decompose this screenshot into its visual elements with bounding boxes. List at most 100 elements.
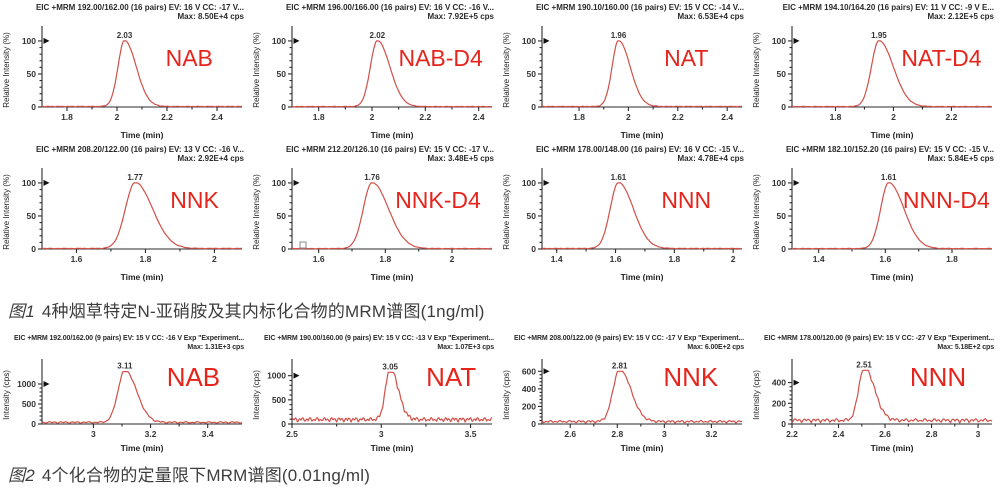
y-tick-label: 100 (272, 178, 286, 188)
peak-rt-label: 2.03 (117, 31, 133, 40)
loq-chart-nnn: 0 200 400 2.2 2.4 2.6 2.8 3 Time (min) Intensity … (752, 359, 993, 453)
x-tick-label: 1.8 (313, 112, 325, 122)
peak-curve (791, 182, 993, 250)
y-tick-label: 100 (772, 36, 786, 46)
x-axis-title: Time (min) (621, 443, 664, 453)
panel-header: EIC +MRM 178.00/148.00 (16 pairs) EV: 16… (500, 142, 750, 163)
axis-arrow-marker (543, 179, 550, 186)
mrm-transition-header: EIC +MRM 192.00/162.00 (16 pairs) EV: 16… (35, 3, 244, 12)
y-tick-label: 0 (781, 244, 786, 254)
y-tick-label: 200 (772, 398, 786, 408)
panel-header: EIC +MRM 194.10/164.20 (16 pairs) EV: 11… (750, 0, 1000, 21)
x-tick-label: 1.8 (379, 254, 391, 264)
y-tick-label: 0 (281, 244, 286, 254)
y-tick-label: 100 (522, 178, 536, 188)
max-intensity-label: Max: 2.92E+4 cps (177, 154, 244, 163)
peak-rt-label: 1.96 (611, 31, 627, 40)
axis-arrow-marker (293, 37, 300, 44)
panel-header: EIC +MRM 190.00/160.00 (9 pairs) EV: 15 … (250, 331, 500, 352)
max-intensity-label: Max: 5.18E+2 cps (937, 344, 994, 351)
x-tick-label: 2.4 (211, 112, 223, 122)
x-tick-label: 2.4 (833, 429, 845, 439)
panel-header: EIC +MRM 178.00/120.00 (9 pairs) EV: 15 … (750, 331, 1000, 352)
mrm-transition-header: EIC +MRM 178.00/120.00 (9 pairs) EV: 15 … (764, 335, 994, 342)
peak-rt-label: 1.95 (871, 31, 887, 40)
x-tick-label: 1.8 (830, 112, 842, 122)
chromatogram-chart-nat-d4: 0 50 100 1.8 2 2.2 Time (min) Relative Intensit… (752, 26, 993, 140)
x-tick-label: 1.8 (61, 112, 73, 122)
y-tick-label: 100 (272, 36, 286, 46)
y-tick-label: 0 (31, 244, 36, 254)
max-intensity-label: Max: 8.50E+4 cps (177, 12, 244, 21)
x-tick-label: 2.8 (611, 429, 623, 439)
x-tick-label: 2.2 (161, 112, 173, 122)
compound-label: NNN-D4 (903, 187, 990, 213)
x-tick-label: 2 (212, 254, 217, 264)
y-tick-label: 0 (531, 102, 536, 112)
mrm-transition-header: EIC +MRM 182.10/152.20 (16 pairs) EV: 15… (785, 145, 994, 154)
panel-header: EIC +MRM 208.00/122.00 (9 pairs) EV: 15 … (500, 331, 750, 352)
chromatogram-chart-nat: 0 50 100 1.8 2 2.2 2.4 Time (min) Relative Inten… (502, 26, 743, 140)
peak-curve (291, 40, 493, 108)
panel-header: EIC +MRM 190.10/160.00 (16 pairs) EV: 15… (500, 0, 750, 21)
peak-rt-label: 2.51 (856, 360, 872, 369)
peak-curve (791, 369, 993, 424)
figure1-number: 图1 (8, 302, 35, 321)
x-tick-label: 1.8 (946, 254, 958, 264)
y-tick-label: 1000 (267, 371, 286, 381)
peak-rt-label: 2.81 (612, 361, 628, 370)
axis-arrow-marker (793, 379, 800, 386)
y-tick-label: 1000 (17, 379, 36, 389)
compound-label: NAB (166, 45, 213, 71)
loq-panel-nnk: EIC +MRM 208.00/122.00 (9 pairs) EV: 15 … (500, 331, 750, 453)
peak-rt-label: 2.02 (370, 31, 386, 40)
panel-header: EIC +MRM 192.00/162.00 (9 pairs) EV: 15 … (0, 331, 250, 352)
y-axis-title: Relative Intensity (%) (752, 32, 761, 108)
y-tick-label: 50 (277, 69, 287, 79)
y-tick-label: 100 (22, 178, 36, 188)
x-tick-label: 2 (891, 112, 896, 122)
peak-curve (41, 182, 243, 250)
peak-curve (541, 182, 743, 250)
x-tick-label: 2.8 (926, 429, 938, 439)
y-axis-title: Relative Intensity (%) (2, 32, 11, 108)
chromatogram-panel-nnk: EIC +MRM 208.20/122.00 (16 pairs) EV: 13… (0, 142, 250, 284)
compound-label: NAT-D4 (901, 45, 981, 71)
chromatogram-panel-nab-d4: EIC +MRM 196.00/166.00 (16 pairs) EV: 16… (250, 0, 500, 142)
x-axis-title: Time (min) (121, 130, 164, 140)
figure2-caption: 图2 4个化合物的定量限下MRM谱图(0.01ng/ml) (0, 453, 1000, 490)
compound-label: NNK (663, 362, 719, 392)
mrm-transition-header: EIC +MRM 212.20/126.10 (16 pairs) EV: 15… (285, 145, 494, 154)
figure1-caption: 图1 4种烟草特定N-亚硝胺及其内标化合物的MRM谱图(1ng/ml) (0, 284, 1000, 331)
x-tick-label: 2.5 (286, 429, 298, 439)
y-axis-title: Intensity (cps) (252, 370, 261, 420)
x-tick-label: 2 (626, 112, 631, 122)
y-tick-label: 0 (31, 102, 36, 112)
loq-panel-nnn: EIC +MRM 178.00/120.00 (9 pairs) EV: 15 … (750, 331, 1000, 453)
axis-arrow-marker (793, 179, 800, 186)
peak-rt-label: 1.61 (881, 173, 897, 182)
x-tick-label: 2.2 (672, 112, 684, 122)
y-axis-title: Relative Intensity (%) (502, 174, 511, 250)
peak-rt-label: 1.76 (364, 173, 380, 182)
panel-header: EIC +MRM 208.20/122.00 (16 pairs) EV: 13… (0, 142, 250, 163)
y-tick-label: 400 (522, 384, 536, 394)
x-axis-title: Time (min) (121, 272, 164, 282)
y-tick-label: 50 (277, 211, 287, 221)
compound-label: NNN (910, 362, 966, 392)
y-axis-title: Relative Intensity (%) (502, 32, 511, 108)
y-tick-label: 50 (527, 211, 537, 221)
x-tick-label: 3 (662, 429, 667, 439)
x-tick-label: 3 (976, 429, 981, 439)
figure2-number: 图2 (8, 466, 35, 485)
y-tick-label: 50 (27, 211, 37, 221)
compound-label: NNK-D4 (395, 187, 481, 213)
mrm-transition-header: EIC +MRM 208.20/122.00 (16 pairs) EV: 13… (35, 145, 244, 154)
mrm-transition-header: EIC +MRM 190.10/160.00 (16 pairs) EV: 15… (535, 3, 744, 12)
y-tick-label: 0 (781, 419, 786, 429)
loq-panel-nat: EIC +MRM 190.00/160.00 (9 pairs) EV: 15 … (250, 331, 500, 453)
x-axis-title: Time (min) (871, 443, 914, 453)
panel-header: EIC +MRM 192.00/162.00 (16 pairs) EV: 16… (0, 0, 250, 21)
mrm-transition-header: EIC +MRM 196.00/166.00 (16 pairs) EV: 16… (285, 3, 494, 12)
peak-rt-label: 1.61 (611, 173, 627, 182)
